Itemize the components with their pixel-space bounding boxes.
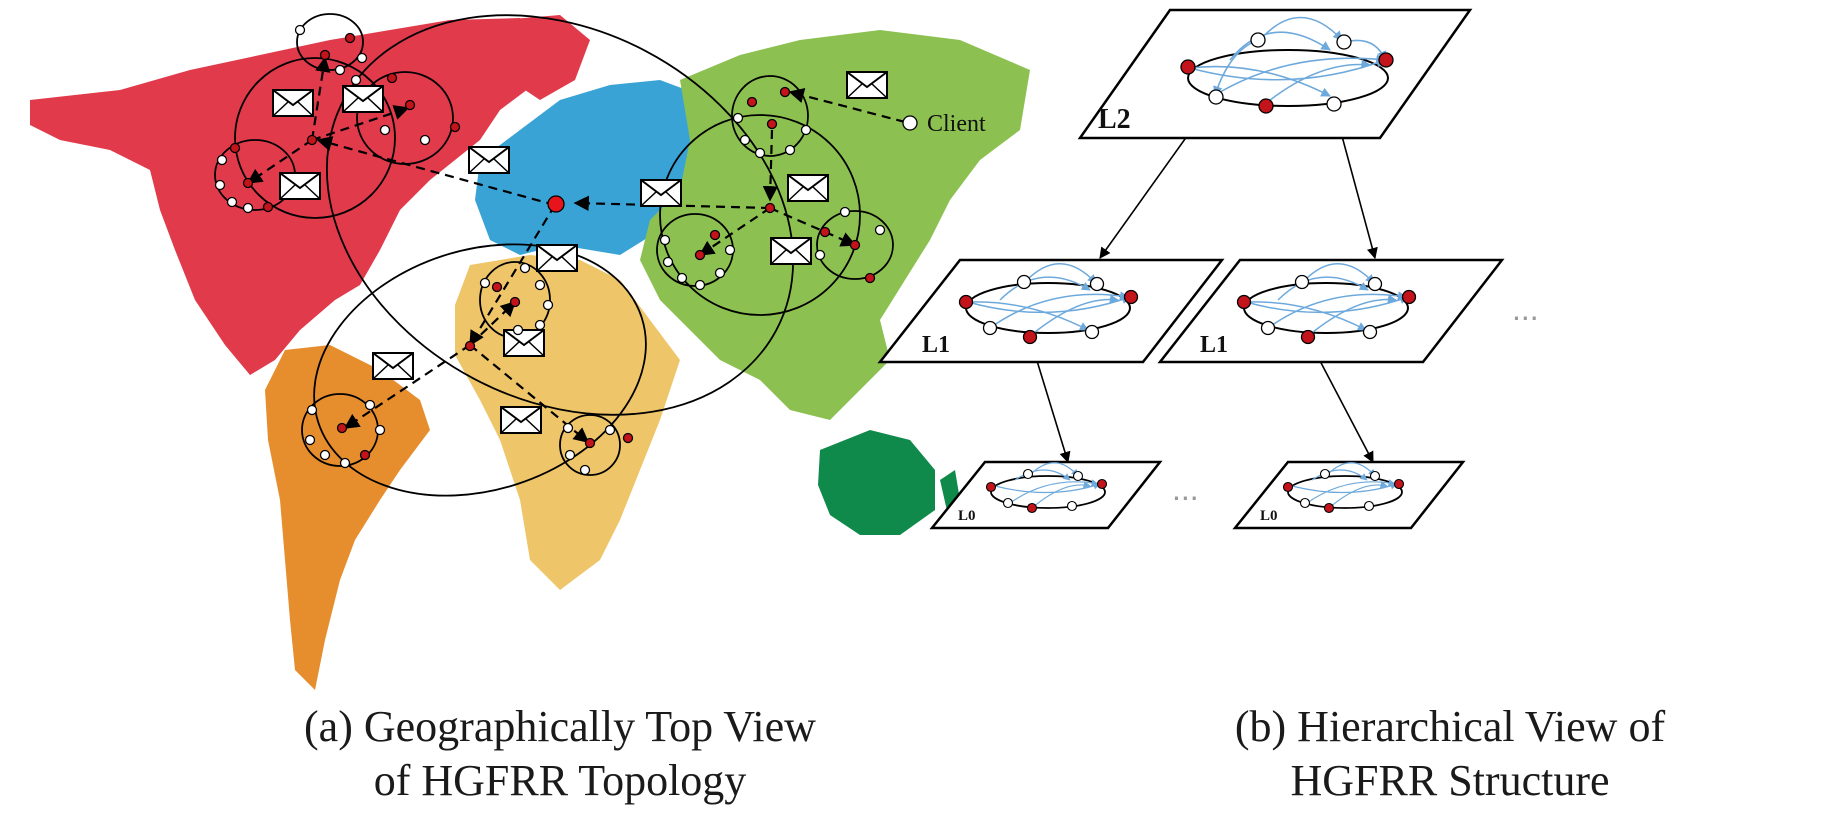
layer-label-l1-left: L1 [922, 332, 950, 358]
continent-greenland [495, 15, 590, 100]
client-label: Client [927, 111, 986, 137]
ellipsis-right: ... [1512, 291, 1539, 327]
layer-l2: L2 [1077, 8, 1473, 140]
layer-l0-right: L0 [1232, 460, 1466, 530]
layer-label-l2: L2 [1098, 104, 1131, 135]
layer-label-l1-right: L1 [1200, 332, 1228, 358]
root-node [547, 195, 565, 213]
layer-l0-left: L0 [929, 460, 1163, 530]
continent-australia [818, 430, 935, 535]
client-node [902, 115, 918, 131]
ellipsis-bottom: ... [1172, 471, 1199, 507]
continent-south-america [265, 345, 430, 690]
layer-label-l0-right: L0 [1260, 508, 1278, 524]
caption-b-line1: (b) Hierarchical View of [1234, 702, 1666, 751]
layer-label-l0-left: L0 [958, 508, 976, 524]
continent-africa [455, 255, 680, 590]
caption-a-line2: of HGFRR Topology [373, 756, 747, 805]
message-arrows [246, 56, 906, 443]
hierarchy-diagram: L2 L1 [877, 8, 1539, 530]
continent-europe [475, 80, 700, 255]
caption-a: (a) Geographically Top View of HGFRR Top… [210, 700, 910, 808]
continent-asia [640, 30, 1030, 420]
layer-l1-right: L1 [1157, 258, 1505, 364]
caption-b: (b) Hierarchical View of HGFRR Structure [1170, 700, 1730, 808]
layer-l1-left: L1 [877, 258, 1225, 364]
map-nodes [214, 24, 918, 476]
caption-a-line1: (a) Geographically Top View [304, 702, 816, 751]
caption-b-line2: HGFRR Structure [1290, 756, 1610, 805]
